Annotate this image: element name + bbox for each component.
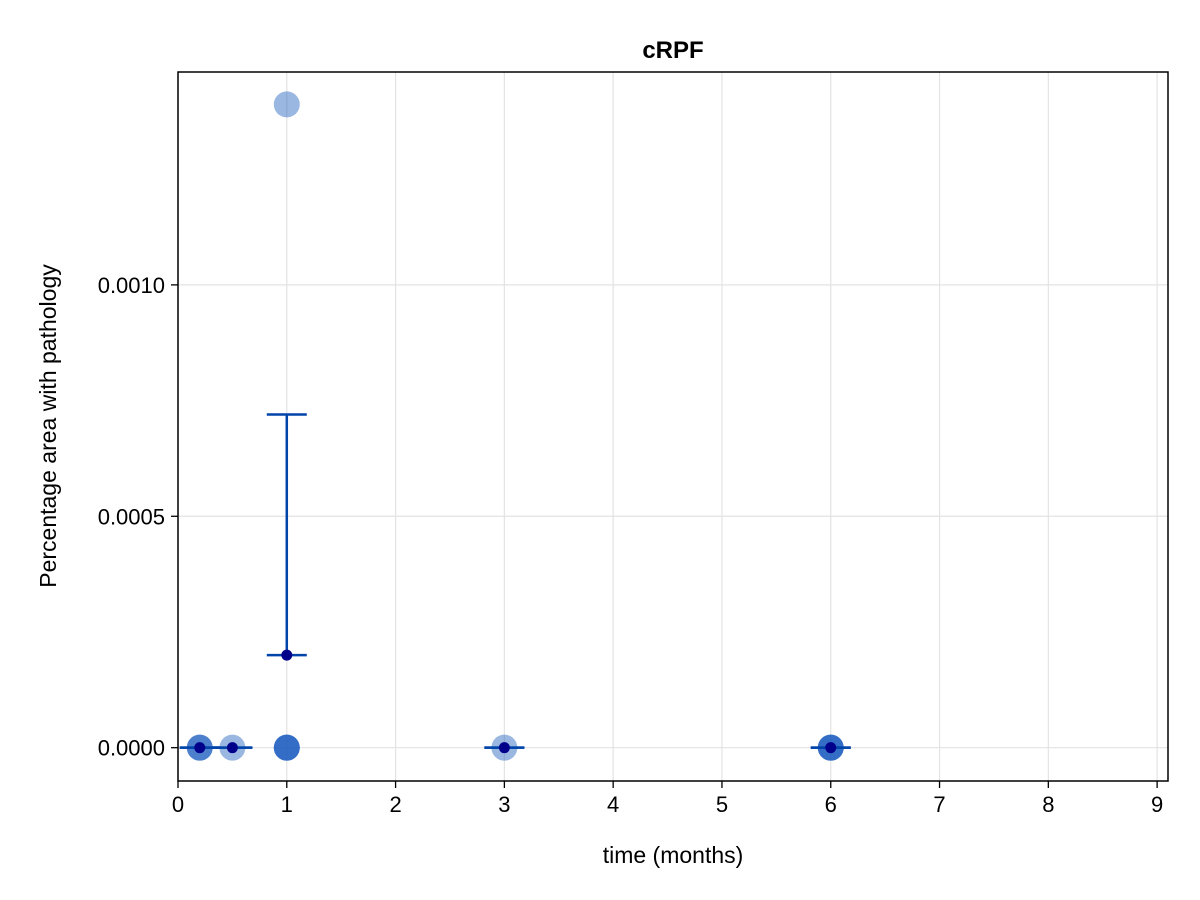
x-tick-label: 9 [1151,792,1163,817]
mean-markers [194,649,837,754]
mean-marker [281,649,293,661]
observation-point [273,734,300,761]
y-tick-label: 0.0005 [98,504,165,529]
mean-marker [825,742,837,754]
mean-marker [194,742,206,754]
x-tick-label: 1 [281,792,293,817]
x-tick-label: 5 [716,792,728,817]
error-bars [179,413,851,749]
mean-marker [226,742,238,754]
x-tick-label: 7 [933,792,945,817]
x-tick-label: 0 [172,792,184,817]
mean-marker [498,742,510,754]
x-tick-label: 8 [1042,792,1054,817]
chart-title: cRPF [642,37,703,64]
x-tick-label: 2 [389,792,401,817]
x-ticks: 0 1 2 3 4 5 6 7 8 9 [172,781,1163,817]
observation-point [273,91,300,118]
y-tick-label: 0.0010 [98,273,165,298]
plot-frame [177,71,1169,782]
x-tick-label: 4 [607,792,619,817]
y-ticks: 0.0000 0.0005 0.0010 [98,273,178,761]
y-tick-label: 0.0000 [98,736,165,761]
y-axis-label: Percentage area with pathology [35,264,61,588]
grid-layer [177,72,1168,781]
x-tick-label: 6 [825,792,837,817]
x-axis-label: time (months) [603,842,744,868]
x-tick-label: 3 [498,792,510,817]
